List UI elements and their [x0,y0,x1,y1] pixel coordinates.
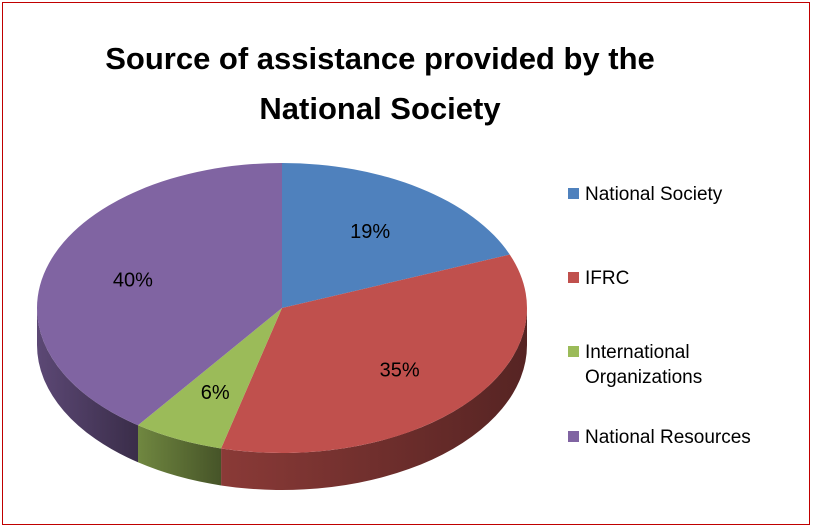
legend-item-national-society: National Society [568,182,722,207]
pie-slice-ifrc [221,254,527,453]
legend-item-international-organizations: International Organizations [568,340,702,390]
legend-label-national-resources: National Resources [585,427,751,448]
chart-title-line-2: National Society [259,91,501,126]
chart-legend: National Society IFRC International Orga… [568,0,808,529]
legend-swatch-national-society [568,188,579,199]
data-label-national-resources: 40% [113,269,153,291]
legend-label-international-organizations: International Organizations [585,342,703,388]
legend-label-ifrc: IFRC [585,268,630,289]
chart-title: Source of assistance provided by the Nat… [60,34,700,134]
data-label-national-society: 19% [350,221,390,243]
legend-swatch-ifrc [568,272,579,283]
pie-slice-national-society [282,163,510,308]
pie-side-international-organizations [137,425,222,486]
legend-item-national-resources: National Resources [568,425,751,450]
legend-swatch-international-organizations [568,346,579,357]
chart-title-line-1: Source of assistance provided by the [105,41,655,76]
pie-slice-national-resources [37,163,282,426]
legend-label-national-society: National Society [585,184,723,205]
pie-side-national-resources [37,308,138,463]
legend-item-ifrc: IFRC [568,266,629,291]
pie-slice-international-organizations [137,308,282,449]
pie-side-ifrc [221,308,527,490]
data-label-ifrc: 35% [380,359,420,381]
data-label-international-organizations: 6% [201,382,230,404]
legend-swatch-national-resources [568,431,579,442]
